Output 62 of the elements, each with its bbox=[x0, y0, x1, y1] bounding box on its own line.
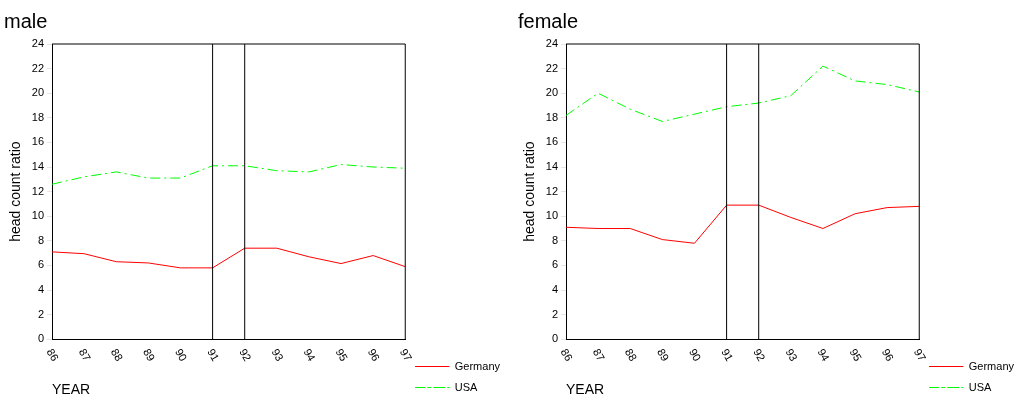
y-tick-label: 6 bbox=[551, 258, 559, 271]
x-tick-label: 91 bbox=[205, 346, 222, 364]
x-tick-label: 97 bbox=[911, 346, 929, 364]
x-tick-label: 92 bbox=[751, 346, 768, 364]
x-tick-label: 91 bbox=[719, 346, 736, 364]
x-tick-label: 93 bbox=[269, 346, 286, 364]
y-tick-label: 20 bbox=[31, 86, 45, 99]
y-tick-label: 6 bbox=[37, 258, 45, 271]
chart-title: female bbox=[518, 9, 579, 32]
y-tick-label: 24 bbox=[545, 37, 559, 50]
y-tick-label: 18 bbox=[31, 110, 45, 123]
x-tick-label: 95 bbox=[333, 346, 351, 364]
x-tick-label: 94 bbox=[815, 346, 833, 364]
y-tick-label: 0 bbox=[37, 332, 45, 345]
x-tick-label: 92 bbox=[237, 346, 254, 364]
y-tick-label: 14 bbox=[545, 160, 559, 173]
y-tick-label: 12 bbox=[545, 184, 559, 197]
y-tick-label: 18 bbox=[545, 110, 559, 123]
x-tick-label: 96 bbox=[879, 346, 897, 364]
x-tick-label: 89 bbox=[654, 346, 672, 364]
y-tick-label: 2 bbox=[551, 307, 559, 320]
x-tick-label: 94 bbox=[301, 346, 319, 364]
y-tick-label: 4 bbox=[37, 283, 45, 296]
legend-label: Germany bbox=[454, 359, 501, 372]
y-tick-label: 8 bbox=[551, 233, 559, 246]
x-tick-label: 90 bbox=[687, 346, 704, 364]
y-tick-label: 22 bbox=[545, 61, 559, 74]
line-series bbox=[52, 164, 406, 185]
y-tick-label: 16 bbox=[31, 135, 45, 148]
legend-label: USA bbox=[968, 380, 993, 393]
x-tick-label: 93 bbox=[783, 346, 800, 364]
x-tick-label: 88 bbox=[622, 346, 640, 364]
y-tick-label: 4 bbox=[551, 283, 559, 296]
y-tick-label: 12 bbox=[31, 184, 45, 197]
y-tick-label: 2 bbox=[37, 307, 45, 320]
x-tick-label: 90 bbox=[173, 346, 190, 364]
legend-label: USA bbox=[454, 380, 479, 393]
x-tick-label: 88 bbox=[108, 346, 126, 364]
x-axis-title: YEAR bbox=[566, 381, 605, 398]
x-tick-label: 87 bbox=[590, 346, 608, 364]
y-tick-label: 8 bbox=[37, 233, 45, 246]
y-tick-label: 16 bbox=[545, 135, 559, 148]
x-tick-label: 86 bbox=[44, 346, 62, 364]
x-axis-title: YEAR bbox=[52, 381, 91, 398]
legend-label: Germany bbox=[968, 359, 1015, 372]
x-tick-label: 96 bbox=[365, 346, 383, 364]
x-tick-label: 89 bbox=[140, 346, 158, 364]
y-axis-title: head count ratio bbox=[521, 141, 538, 242]
y-tick-label: 10 bbox=[31, 209, 45, 222]
y-tick-label: 20 bbox=[545, 86, 559, 99]
x-tick-label: 86 bbox=[558, 346, 576, 364]
x-tick-label: 87 bbox=[76, 346, 94, 364]
x-tick-label: 97 bbox=[397, 346, 415, 364]
x-tick-label: 95 bbox=[847, 346, 865, 364]
y-axis-title: head count ratio bbox=[7, 141, 24, 242]
chart-title: male bbox=[4, 9, 48, 32]
line-series bbox=[566, 65, 920, 122]
y-tick-label: 14 bbox=[31, 160, 45, 173]
y-tick-label: 10 bbox=[545, 209, 559, 222]
y-tick-label: 0 bbox=[551, 332, 559, 345]
y-tick-label: 22 bbox=[31, 61, 45, 74]
y-tick-label: 24 bbox=[31, 37, 45, 50]
